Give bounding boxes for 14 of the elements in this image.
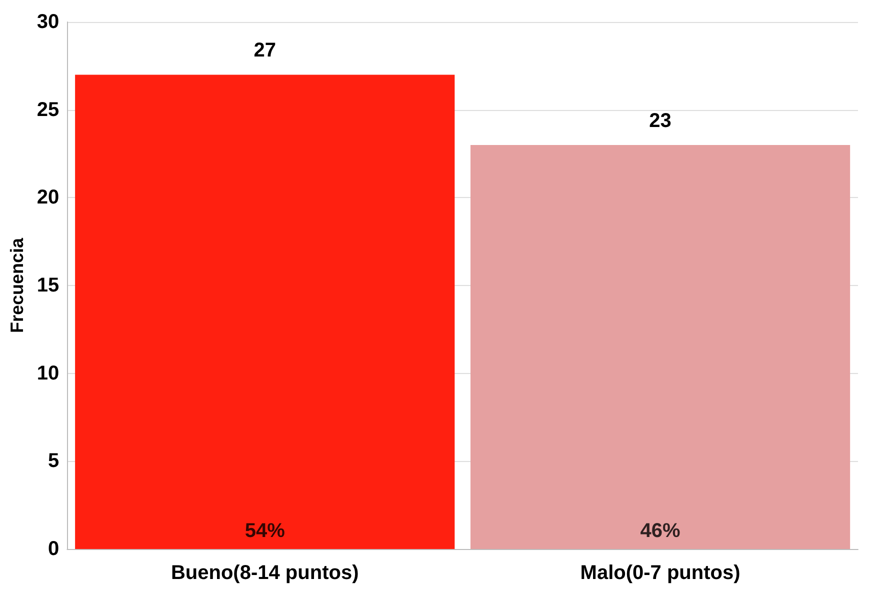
- data-label: 27: [254, 40, 276, 62]
- y-tick-label: 5: [48, 450, 60, 472]
- y-tick-label: 20: [36, 186, 60, 209]
- y-tick-label: 0: [48, 538, 60, 560]
- annotation: 46%: [640, 520, 681, 542]
- y-axis-title: Frecuencia: [7, 236, 27, 334]
- y-tick-label: 30: [36, 11, 60, 33]
- y-tick-label: 10: [36, 362, 60, 384]
- y-tick-label: 15: [36, 274, 60, 296]
- y-tick-label: 25: [36, 98, 60, 121]
- data-label: 23: [649, 110, 672, 132]
- x-tick-label: Bueno(8-14 puntos): [170, 562, 359, 584]
- annotation: 54%: [244, 520, 286, 542]
- x-tick-label: Malo(0-7 puntos): [580, 562, 740, 584]
